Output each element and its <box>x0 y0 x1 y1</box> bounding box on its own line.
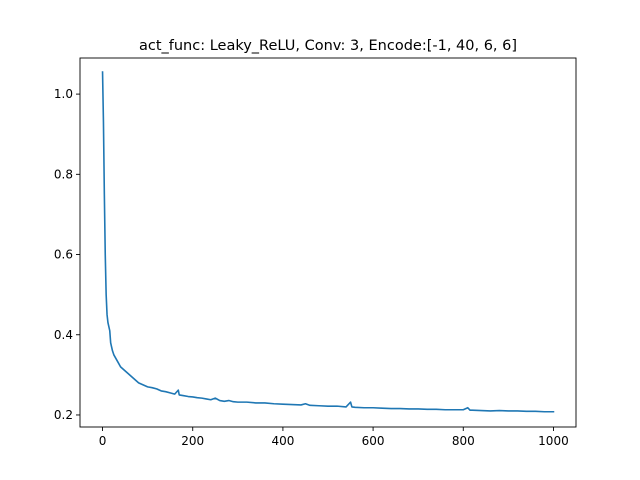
y-tick-label: 0.8 <box>54 167 73 181</box>
x-tick-label: 600 <box>362 434 385 448</box>
x-tick-label: 200 <box>181 434 204 448</box>
y-tick-label: 0.4 <box>54 328 73 342</box>
y-tick-label: 1.0 <box>54 87 73 101</box>
x-tick-label: 1000 <box>538 434 569 448</box>
x-tick-label: 400 <box>271 434 294 448</box>
series-line-0 <box>101 71 555 413</box>
y-tick-label: 0.2 <box>54 408 73 422</box>
plot-area: 0 200 400 600 800 1000 0.2 0.4 0.6 0.8 1.0 <box>54 57 577 448</box>
y-tick-label: 0.6 <box>54 248 73 262</box>
x-tick-label: 800 <box>452 434 475 448</box>
x-tick-label: 0 <box>99 434 107 448</box>
axes-frame <box>79 57 577 428</box>
chart-title: act_func: Leaky_ReLU, Conv: 3, Encode:[-… <box>139 38 517 54</box>
